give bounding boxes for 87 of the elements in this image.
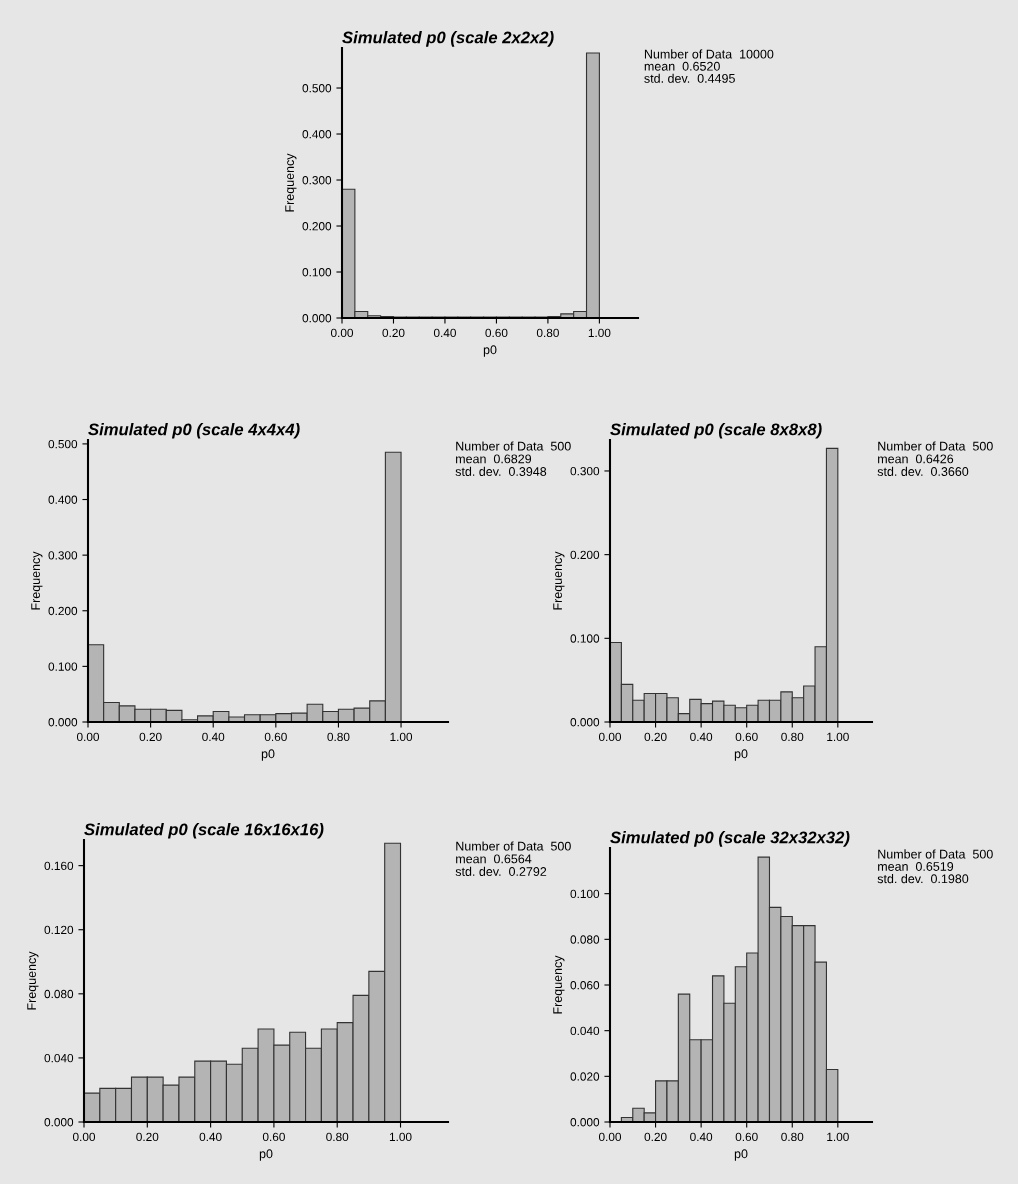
y-tick-label: 0.000: [570, 1118, 600, 1127]
x-tick-label: 0.20: [644, 732, 667, 742]
x-tick-label: 0.40: [433, 328, 456, 338]
x-tick-label: 0.80: [781, 1132, 804, 1142]
x-tick-label: 0.00: [598, 1132, 622, 1142]
y-axis-title: Frequency: [553, 551, 565, 610]
text: std. dev. 0.2792: [455, 866, 547, 876]
x-tick-label: 0.20: [136, 1132, 159, 1142]
y-tick-label: 0.000: [44, 1118, 74, 1127]
y-tick-label: 0.000: [570, 718, 600, 727]
x-tick-label: 0.20: [139, 732, 162, 742]
y-tick-label: 0.000: [48, 718, 78, 727]
y-tick-label: 0.200: [48, 606, 78, 616]
y-tick-label: 0.100: [570, 889, 600, 899]
x-tick-label: 0.40: [202, 732, 225, 742]
chart-title: Simulated p0 (scale 32x32x32): [610, 831, 850, 847]
y-tick-label: 0.100: [302, 268, 332, 277]
y-tick-label: 0.200: [302, 222, 332, 231]
x-axis-title: p0: [734, 1149, 748, 1161]
text: Number of Data 500: [456, 841, 571, 851]
x-tick-label: 0.40: [690, 732, 713, 742]
x-tick-label: 1.00: [588, 328, 611, 338]
text: mean 0.6519: [878, 862, 954, 871]
x-tick-label: 0.40: [690, 1132, 713, 1142]
y-tick-label: 0.040: [44, 1053, 74, 1063]
y-tick-label: 0.100: [48, 662, 78, 671]
y-tick-label: 0.200: [570, 550, 600, 560]
y-tick-label: 0.000: [302, 314, 332, 323]
y-tick-label: 0.300: [302, 176, 332, 185]
x-tick-label: 0.80: [536, 328, 559, 338]
x-tick-label: 0.00: [598, 732, 622, 742]
x-axis-title: p0: [734, 749, 748, 761]
y-axis-title: Frequency: [553, 955, 565, 1014]
text: mean 0.6520: [644, 61, 720, 71]
text: std. dev. 0.3660: [877, 466, 969, 476]
x-tick-label: 0.60: [262, 1132, 285, 1142]
y-tick-label: 0.060: [570, 981, 600, 990]
x-axis-title: p0: [483, 345, 497, 357]
text: mean 0.6829: [456, 454, 532, 464]
text: Number of Data 500: [878, 441, 993, 451]
x-tick-label: 0.20: [382, 328, 405, 338]
chart-title: Simulated p0 (scale 2x2x2): [342, 31, 554, 47]
text: Number of Data 500: [878, 849, 993, 859]
x-tick-label: 1.00: [827, 1132, 849, 1142]
y-axis-title: Frequency: [285, 153, 297, 212]
y-tick-label: 0.040: [570, 1026, 600, 1036]
x-tick-label: 1.00: [827, 732, 849, 742]
y-axis-title: Frequency: [27, 951, 39, 1010]
text: Number of Data 10000: [644, 49, 774, 59]
y-tick-label: 0.100: [570, 634, 600, 643]
text: std. dev. 0.3948: [455, 466, 547, 476]
text: std. dev. 0.1980: [877, 874, 969, 884]
text: mean 0.6426: [878, 454, 954, 464]
y-tick-label: 0.500: [48, 439, 78, 449]
y-axis-title: Frequency: [31, 551, 43, 610]
x-tick-label: 0.80: [327, 732, 350, 742]
x-tick-label: 0.80: [781, 732, 804, 742]
x-tick-label: 0.20: [644, 1132, 667, 1142]
x-tick-label: 0.00: [72, 1132, 96, 1142]
x-tick-label: 0.00: [330, 328, 354, 338]
text: mean 0.6564: [456, 854, 532, 864]
x-tick-label: 0.60: [735, 732, 758, 742]
x-tick-label: 1.00: [389, 1132, 412, 1142]
y-tick-label: 0.120: [44, 925, 74, 935]
x-tick-label: 0.80: [326, 1132, 349, 1142]
x-tick-label: 0.60: [264, 732, 287, 742]
x-tick-label: 0.60: [735, 1132, 758, 1142]
y-tick-label: 0.080: [44, 989, 74, 999]
x-axis-title: p0: [261, 749, 275, 761]
x-tick-label: 0.00: [76, 732, 100, 742]
text: std. dev. 0.4495: [644, 73, 735, 83]
y-tick-label: 0.500: [302, 84, 332, 93]
y-tick-label: 0.300: [48, 551, 78, 560]
y-tick-label: 0.080: [570, 935, 600, 944]
y-tick-label: 0.300: [570, 467, 600, 476]
chart-title: Simulated p0 (scale 8x8x8): [610, 423, 822, 439]
y-tick-label: 0.160: [44, 861, 74, 871]
y-tick-label: 0.400: [48, 495, 78, 504]
text: Number of Data 500: [456, 441, 571, 451]
x-tick-label: 0.60: [485, 328, 508, 338]
chart-title: Simulated p0 (scale 16x16x16): [84, 823, 324, 839]
y-tick-label: 0.400: [302, 130, 332, 139]
chart-title: Simulated p0 (scale 4x4x4): [88, 423, 300, 439]
x-tick-label: 1.00: [390, 732, 413, 742]
y-tick-label: 0.020: [570, 1072, 600, 1081]
x-axis-title: p0: [259, 1149, 273, 1161]
x-tick-label: 0.40: [199, 1132, 222, 1142]
